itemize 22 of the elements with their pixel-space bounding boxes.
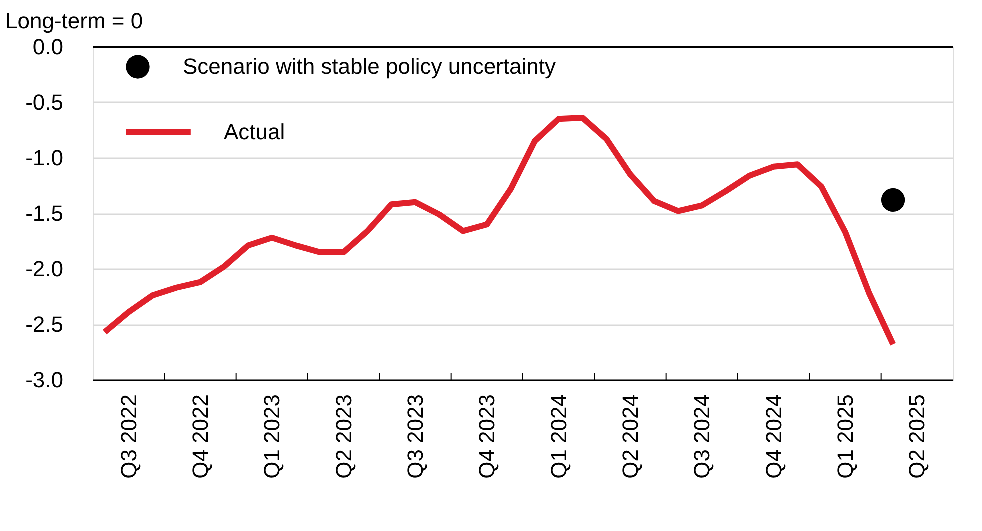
y-axis-title: Long-term = 0 <box>6 8 144 34</box>
x-tick-label: Q1 2024 <box>546 394 572 479</box>
x-tick-label: Q3 2024 <box>690 394 715 479</box>
y-tick-label: -2.0 <box>26 256 64 282</box>
legend-label: Actual <box>224 120 286 144</box>
x-tick-label: Q4 2024 <box>761 394 786 479</box>
x-tick-label: Q3 2022 <box>116 394 142 479</box>
x-tick-label: Q1 2023 <box>260 394 285 479</box>
y-tick-label: -0.5 <box>26 90 64 115</box>
y-tick-label: -2.5 <box>26 312 64 337</box>
y-tick-label: -1.0 <box>26 146 64 170</box>
y-tick-label: 0.0 <box>32 34 64 60</box>
x-tick-label: Q2 2023 <box>331 394 356 479</box>
x-tick-label: Q3 2023 <box>403 394 428 479</box>
y-tick-label: -3.0 <box>26 368 64 392</box>
x-tick-label: Q4 2023 <box>474 394 500 479</box>
y-tick-label: -1.5 <box>26 201 64 226</box>
x-tick-label: Q1 2025 <box>833 394 858 479</box>
x-tick-label: Q2 2025 <box>904 394 930 479</box>
x-tick-label: Q4 2022 <box>188 394 213 479</box>
legend-label: Scenario with stable policy uncertainty <box>183 54 556 79</box>
x-tick-label: Q2 2024 <box>618 394 643 479</box>
